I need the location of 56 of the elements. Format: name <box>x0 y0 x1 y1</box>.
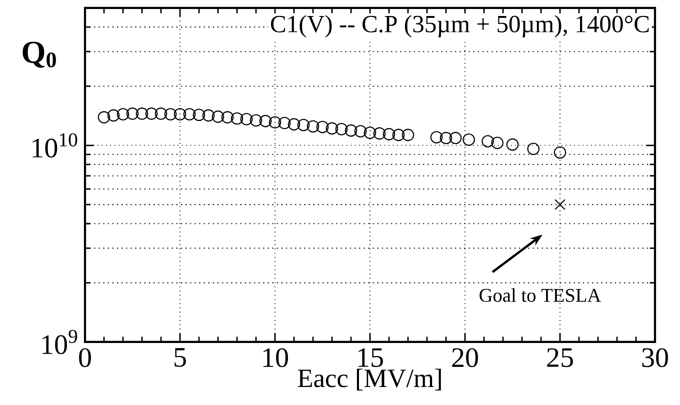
point <box>354 125 367 138</box>
point <box>392 128 405 142</box>
point <box>554 146 566 159</box>
point <box>440 132 452 144</box>
y-axis-title: Q$_{0}$ <box>22 42 56 68</box>
point <box>554 199 566 210</box>
point <box>288 118 300 130</box>
point <box>482 135 494 148</box>
point <box>174 108 186 120</box>
point <box>116 108 130 120</box>
point <box>145 108 158 120</box>
point <box>136 108 148 120</box>
point <box>297 118 310 132</box>
y-tick-label: 10$^{9}$ <box>42 330 78 354</box>
x-tick-label: 30 <box>642 348 668 368</box>
point <box>430 131 443 144</box>
point <box>491 136 504 150</box>
point <box>364 126 376 139</box>
point <box>268 116 282 128</box>
point <box>402 128 414 142</box>
point <box>316 120 329 134</box>
point <box>126 108 139 120</box>
x-tick-label: 20 <box>452 348 478 368</box>
x-tick-label: 5 <box>174 348 186 367</box>
point <box>382 128 396 140</box>
x-tick-label: 10 <box>263 348 288 368</box>
point <box>221 111 234 124</box>
point <box>183 108 196 120</box>
point <box>202 109 215 122</box>
point <box>98 111 110 124</box>
y-tick-label: 10$^{10}$ <box>32 133 78 158</box>
point <box>527 142 540 156</box>
chart-title: C1(V) -- C.P (35µm + 50µm), 1400°C <box>270 15 649 38</box>
point <box>462 133 475 146</box>
point <box>373 127 386 140</box>
annotation: Goal to TESLA <box>480 288 602 302</box>
point <box>154 108 168 120</box>
point <box>230 112 244 125</box>
point <box>212 110 224 123</box>
point <box>164 108 177 120</box>
point <box>449 132 462 144</box>
point <box>240 112 253 126</box>
point <box>107 109 120 122</box>
x-tick-label: 0 <box>79 348 91 368</box>
point <box>250 114 262 127</box>
point <box>335 122 348 136</box>
point <box>506 138 519 151</box>
x-axis-title: Eacc [MV/m] <box>298 368 441 390</box>
point <box>192 108 206 122</box>
point <box>259 114 272 128</box>
x-tick-label: 25 <box>547 348 573 368</box>
point <box>306 120 320 132</box>
point <box>278 116 291 130</box>
point <box>326 122 338 135</box>
point <box>344 124 358 137</box>
x-tick-label: 15 <box>358 348 383 368</box>
